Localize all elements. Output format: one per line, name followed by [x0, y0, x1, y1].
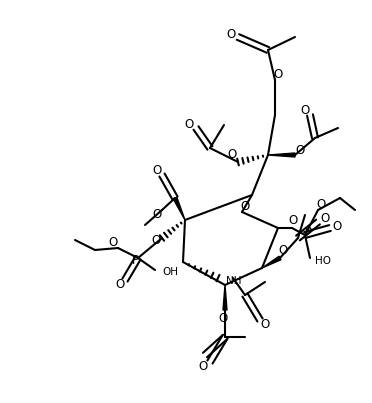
Text: O: O — [278, 245, 288, 258]
Text: O: O — [260, 318, 270, 332]
Text: O: O — [316, 199, 326, 212]
Text: P: P — [131, 255, 138, 268]
Text: OH: OH — [162, 267, 178, 277]
Text: O: O — [151, 235, 161, 247]
Text: HO: HO — [315, 256, 331, 266]
Text: O: O — [185, 118, 193, 131]
Text: O: O — [295, 143, 305, 156]
Polygon shape — [268, 153, 295, 157]
Text: O: O — [240, 201, 250, 214]
Text: O: O — [115, 278, 125, 291]
Text: O: O — [227, 148, 237, 162]
Text: O: O — [288, 214, 298, 226]
Text: O: O — [198, 361, 208, 374]
Polygon shape — [173, 197, 185, 220]
Polygon shape — [223, 285, 227, 310]
Text: O: O — [332, 220, 341, 233]
Text: O: O — [320, 212, 330, 226]
Text: O: O — [300, 104, 310, 116]
Text: O: O — [153, 164, 161, 177]
Text: O: O — [218, 312, 228, 324]
Text: O: O — [227, 27, 235, 40]
Text: O: O — [273, 69, 283, 81]
Text: O: O — [108, 235, 118, 249]
Polygon shape — [262, 256, 281, 268]
Text: O: O — [153, 208, 161, 222]
Text: P: P — [305, 226, 311, 239]
Text: NH: NH — [226, 276, 241, 286]
